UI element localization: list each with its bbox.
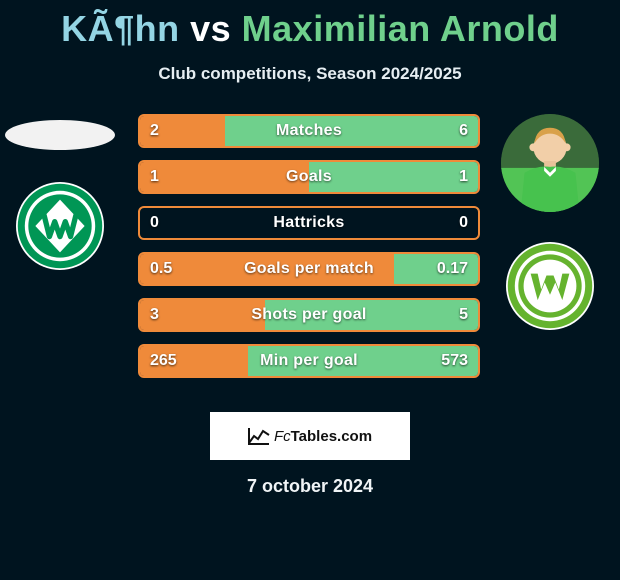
- date-label: 7 october 2024: [0, 476, 620, 497]
- comparison-body: 26Matches 11Goals 00Hattricks 0.50.17Goals …: [0, 114, 620, 394]
- stat-row: 00Hattricks: [138, 206, 480, 240]
- stat-row: 265573Min per goal: [138, 344, 480, 378]
- stats-table: 26Matches 11Goals 00Hattricks 0.50.17Goals …: [138, 114, 480, 378]
- player1-column: [0, 114, 120, 270]
- brand-footer: FcTables.com: [210, 412, 410, 460]
- stat-label: Shots per goal: [140, 306, 478, 324]
- werder-bremen-icon: [16, 182, 104, 270]
- stat-label: Min per goal: [140, 352, 478, 370]
- stat-row: 35Shots per goal: [138, 298, 480, 332]
- player2-column: [490, 114, 610, 330]
- brand-fc: Fc: [274, 428, 291, 445]
- stat-row: 0.50.17Goals per match: [138, 252, 480, 286]
- title-player1: KÃ¶hn: [61, 8, 180, 49]
- stat-label: Goals: [140, 168, 478, 186]
- chart-line-icon: [248, 427, 270, 445]
- subtitle: Club competitions, Season 2024/2025: [0, 64, 620, 84]
- stat-row: 26Matches: [138, 114, 480, 148]
- player2-club-badge: [506, 242, 594, 330]
- stat-label: Hattricks: [140, 214, 478, 232]
- stat-row: 11Goals: [138, 160, 480, 194]
- player1-avatar-placeholder: [5, 120, 115, 150]
- stat-label: Matches: [140, 122, 478, 140]
- player1-club-badge: [16, 182, 104, 270]
- comparison-title: KÃ¶hn vs Maximilian Arnold: [0, 0, 620, 50]
- title-vs: vs: [190, 8, 231, 49]
- wolfsburg-icon: [506, 242, 594, 330]
- stat-label: Goals per match: [140, 260, 478, 278]
- brand-rest: Tables.com: [291, 428, 372, 445]
- title-player2: Maximilian Arnold: [242, 8, 559, 49]
- player2-avatar: [501, 114, 599, 212]
